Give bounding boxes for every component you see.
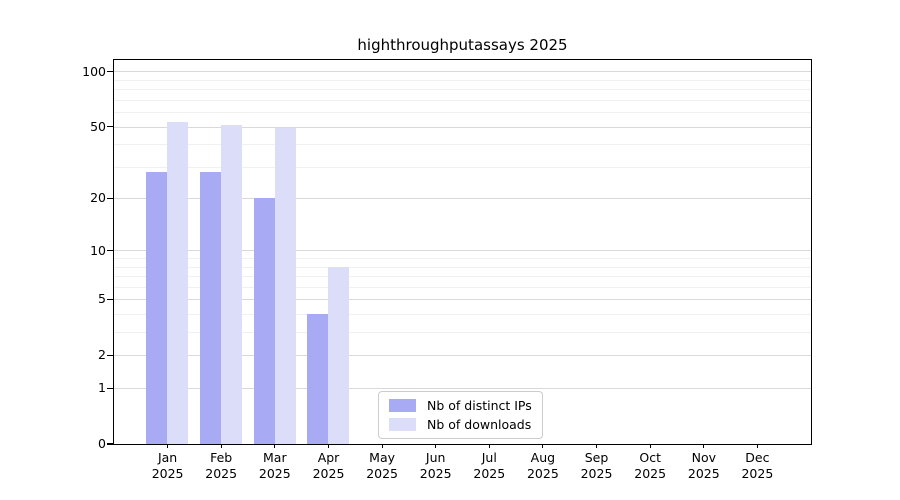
y-tick-label-5: 5 [98, 291, 106, 307]
bar-nb-of-distinct-ips-mar [253, 198, 275, 444]
y-tick-label-10: 10 [90, 242, 106, 258]
x-tick-label-jul: Jul 2025 [459, 450, 519, 481]
x-tick-year-oct: 2025 [634, 465, 667, 481]
y-tick-label-20: 20 [90, 190, 106, 206]
x-tick-sep [595, 444, 598, 448]
x-tick-year-aug: 2025 [526, 465, 559, 481]
gridline-minor-6 [113, 286, 811, 288]
legend-label-distinct-ips: Nb of distinct IPs [427, 398, 532, 413]
legend-item-distinct-ips: Nb of distinct IPs [389, 398, 532, 413]
gridline-minor-9 [113, 258, 811, 259]
x-tick-year-mar: 2025 [258, 465, 291, 481]
x-tick-year-nov: 2025 [687, 465, 720, 481]
legend-label-downloads: Nb of downloads [427, 417, 532, 432]
x-tick-year-jul: 2025 [473, 465, 506, 481]
gridline-minor-8 [113, 266, 811, 268]
x-tick-may [381, 444, 383, 448]
x-tick-year-feb: 2025 [205, 465, 238, 481]
y-tick-label-2: 2 [98, 347, 106, 363]
x-tick-dec [756, 444, 758, 448]
gridline-major-100 [113, 71, 811, 73]
x-tick-nov [703, 444, 705, 448]
y-tick-label-1: 1 [98, 380, 106, 396]
x-tick-mar [274, 444, 276, 448]
chart-title: highthroughputassays 2025 [357, 36, 568, 54]
legend: Nb of distinct IPs Nb of downloads [378, 391, 543, 439]
x-tick-jan [167, 444, 169, 448]
x-tick-year-jan: 2025 [151, 465, 184, 481]
gridline-major-50 [113, 126, 811, 128]
x-tick-label-oct: Oct 2025 [620, 450, 680, 481]
y-tick-5 [107, 298, 114, 300]
x-tick-year-jun: 2025 [419, 465, 452, 481]
y-tick-label-50: 50 [90, 118, 106, 134]
gridline-minor-60 [113, 112, 811, 113]
x-tick-year-dec: 2025 [741, 465, 774, 481]
gridline-minor-3 [113, 331, 811, 333]
gridline-major-10 [113, 250, 811, 252]
bar-nb-of-downloads-apr [328, 266, 350, 444]
x-tick-label-feb: Feb 2025 [191, 450, 251, 481]
x-tick-apr [327, 444, 330, 448]
y-tick-label-100: 100 [82, 63, 106, 79]
plot-area [112, 58, 812, 445]
gridline-minor-30 [113, 166, 811, 168]
gridline-minor-80 [113, 89, 811, 91]
gridline-minor-40 [113, 144, 811, 146]
x-tick-label-jan: Jan 2025 [138, 450, 198, 481]
bar-nb-of-downloads-feb [221, 124, 242, 444]
x-tick-label-jun: Jun 2025 [406, 450, 466, 481]
gridline-minor-90 [113, 79, 811, 81]
y-tick-2 [107, 354, 114, 356]
gridline-minor-70 [113, 99, 811, 101]
x-tick-jun [435, 444, 437, 448]
y-tick-20 [107, 197, 114, 199]
x-tick-year-apr: 2025 [312, 465, 345, 481]
x-tick-label-aug: Aug 2025 [513, 450, 573, 481]
x-tick-label-dec: Dec 2025 [727, 450, 787, 481]
y-tick-1 [107, 387, 114, 389]
gridline-major-2 [113, 355, 811, 357]
x-tick-oct [649, 444, 651, 448]
y-tick-10 [107, 249, 114, 252]
gridline-minor-7 [113, 276, 811, 277]
y-tick-label-0: 0 [98, 436, 106, 451]
legend-swatch-downloads-icon [389, 418, 416, 431]
x-tick-label-apr: Apr 2025 [299, 450, 359, 481]
bar-nb-of-downloads-mar [274, 128, 296, 444]
gridline-major-1 [113, 387, 811, 389]
legend-item-downloads: Nb of downloads [389, 417, 532, 432]
x-tick-jul [488, 444, 490, 448]
gridline-major-20 [113, 198, 811, 200]
y-tick-100 [107, 70, 114, 73]
bar-nb-of-downloads-jan [167, 121, 189, 444]
x-tick-label-sep: Sep 2025 [567, 450, 627, 481]
x-tick-aug [542, 444, 544, 448]
x-tick-year-sep: 2025 [580, 465, 613, 481]
x-tick-label-mar: Mar 2025 [245, 450, 305, 481]
legend-swatch-distinct-ips-icon [389, 399, 416, 412]
y-tick-0 [107, 443, 114, 445]
bar-nb-of-distinct-ips-feb [200, 172, 221, 444]
x-tick-label-nov: Nov 2025 [674, 450, 734, 481]
x-tick-year-may: 2025 [366, 465, 398, 481]
bar-nb-of-distinct-ips-jan [146, 172, 168, 444]
gridline-major-5 [113, 299, 811, 301]
bar-nb-of-distinct-ips-apr [307, 313, 329, 444]
gridline-minor-4 [113, 313, 811, 315]
x-tick-feb [220, 444, 222, 448]
x-tick-label-may: May 2025 [352, 450, 412, 481]
y-tick-50 [107, 126, 114, 128]
